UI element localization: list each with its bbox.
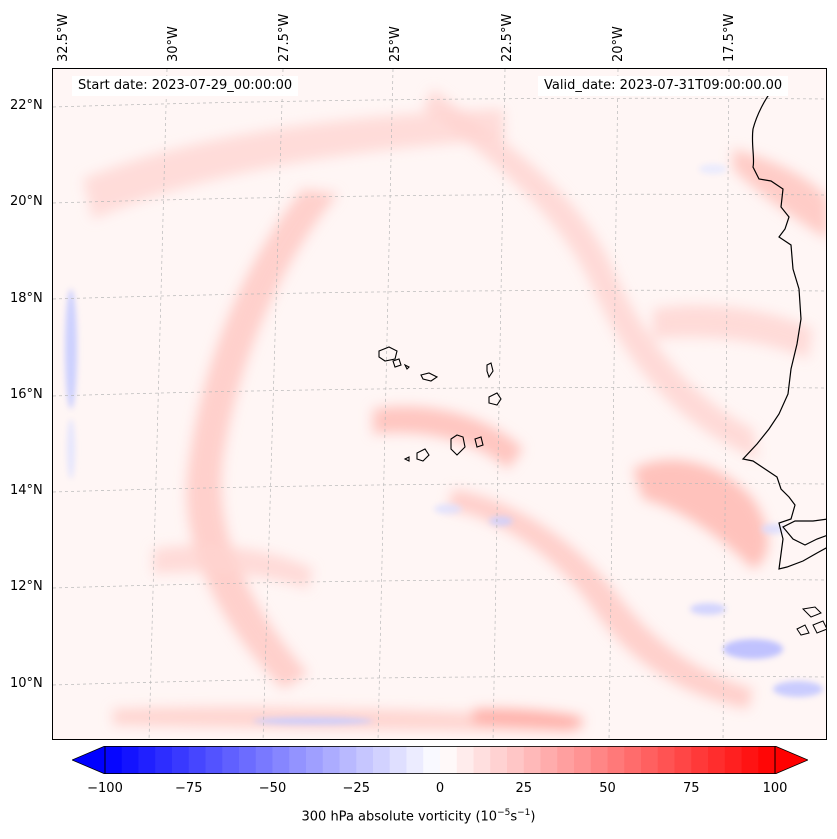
colorbar-cell xyxy=(741,746,759,774)
colorbar-cell xyxy=(255,746,273,774)
lat-label-14N: 14°N xyxy=(10,483,43,498)
vorticity-field xyxy=(83,89,826,733)
colorbar-title-exponent-1: −5 xyxy=(497,808,511,818)
map-canvas xyxy=(53,69,826,739)
colorbar-extend-max xyxy=(774,746,808,774)
colorbar-cell xyxy=(574,746,592,774)
africa-coastline-south xyxy=(782,518,826,546)
colorbar-tick-label: 100 xyxy=(762,781,788,796)
valid-date-label: Valid_date: 2023-07-31T09:00:00.00 xyxy=(538,76,789,96)
colorbar-cell xyxy=(105,746,123,774)
colorbar-cell xyxy=(373,746,391,774)
graticule xyxy=(53,69,826,739)
colorbar-tick-label: −75 xyxy=(175,781,203,796)
colorbar-cell xyxy=(641,746,659,774)
colorbar-tick-label: −25 xyxy=(342,781,370,796)
colorbar-title-exponent-2: −1 xyxy=(517,808,531,818)
colorbar-cell xyxy=(540,746,558,774)
colorbar-cell xyxy=(507,746,525,774)
colorbar-cell xyxy=(188,746,206,774)
colorbar-title: 300 hPa absolute vorticity (10−5s−1) xyxy=(0,808,837,824)
colorbar-cell xyxy=(674,746,692,774)
colorbar-cell xyxy=(557,746,575,774)
colorbar-cell xyxy=(473,746,491,774)
colorbar-cell xyxy=(758,746,776,774)
colorbar-cell xyxy=(239,746,257,774)
lon-label-27.5W: 27.5°W xyxy=(277,13,292,62)
bissagos-islands xyxy=(796,606,826,636)
colorbar-cell xyxy=(607,746,625,774)
colorbar-cells xyxy=(105,746,776,774)
africa-coastline xyxy=(741,88,826,570)
lon-label-25W: 25°W xyxy=(388,26,403,62)
lat-label-20N: 20°N xyxy=(10,194,43,209)
colorbar-cell xyxy=(708,746,726,774)
colorbar-cell xyxy=(590,746,608,774)
colorbar-title-suffix: ) xyxy=(530,809,536,825)
colorbar-tick-label: −50 xyxy=(258,781,287,796)
colorbar-title-prefix: 300 hPa absolute vorticity (10 xyxy=(301,809,498,825)
colorbar-cell xyxy=(306,746,324,774)
lat-label-12N: 12°N xyxy=(10,579,43,594)
cape-verde-islands xyxy=(378,346,502,462)
colorbar-title-unit: s xyxy=(510,809,518,825)
colorbar-outline xyxy=(104,746,776,774)
start-date-label: Start date: 2023-07-29_00:00:00 xyxy=(72,76,299,96)
colorbar-cell xyxy=(322,746,340,774)
colorbar-cell xyxy=(490,746,508,774)
lon-label-30W: 30°W xyxy=(166,26,181,62)
colorbar-cell xyxy=(222,746,240,774)
colorbar-cell xyxy=(289,746,307,774)
colorbar-cell xyxy=(155,746,173,774)
vorticity-map xyxy=(52,68,827,740)
colorbar-cell xyxy=(272,746,290,774)
colorbar-cell xyxy=(423,746,441,774)
colorbar-tick-label: 75 xyxy=(682,781,700,796)
colorbar-extend-min xyxy=(72,746,106,774)
colorbar-cell xyxy=(138,746,156,774)
lat-label-16N: 16°N xyxy=(10,387,43,402)
lon-label-20W: 20°W xyxy=(611,26,626,62)
colorbar-tick-label: 0 xyxy=(435,781,445,796)
colorbar-tick-label: 25 xyxy=(515,781,533,796)
colorbar-cell xyxy=(356,746,374,774)
colorbar-cell xyxy=(172,746,190,774)
colorbar-cell xyxy=(724,746,742,774)
lon-label-22.5W: 22.5°W xyxy=(500,13,515,62)
colorbar-cell xyxy=(624,746,642,774)
colorbar-cell xyxy=(440,746,458,774)
negative-vorticity-patches xyxy=(65,164,823,725)
colorbar-cell xyxy=(406,746,424,774)
colorbar xyxy=(72,746,808,774)
colorbar-tick-label: 50 xyxy=(599,781,616,796)
colorbar-cell xyxy=(456,746,474,774)
colorbar-cell xyxy=(523,746,541,774)
lat-label-10N: 10°N xyxy=(10,676,43,691)
lon-label-32.5W: 32.5°W xyxy=(56,13,71,62)
lat-label-18N: 18°N xyxy=(10,291,43,306)
colorbar-cell xyxy=(389,746,407,774)
colorbar-tick-label: −100 xyxy=(87,781,123,796)
colorbar-cell xyxy=(691,746,709,774)
lat-label-22N: 22°N xyxy=(10,98,43,113)
colorbar-cell xyxy=(657,746,675,774)
colorbar-cell xyxy=(339,746,357,774)
colorbar-cell xyxy=(121,746,139,774)
colorbar-cell xyxy=(205,746,223,774)
lon-label-17.5W: 17.5°W xyxy=(722,13,737,62)
